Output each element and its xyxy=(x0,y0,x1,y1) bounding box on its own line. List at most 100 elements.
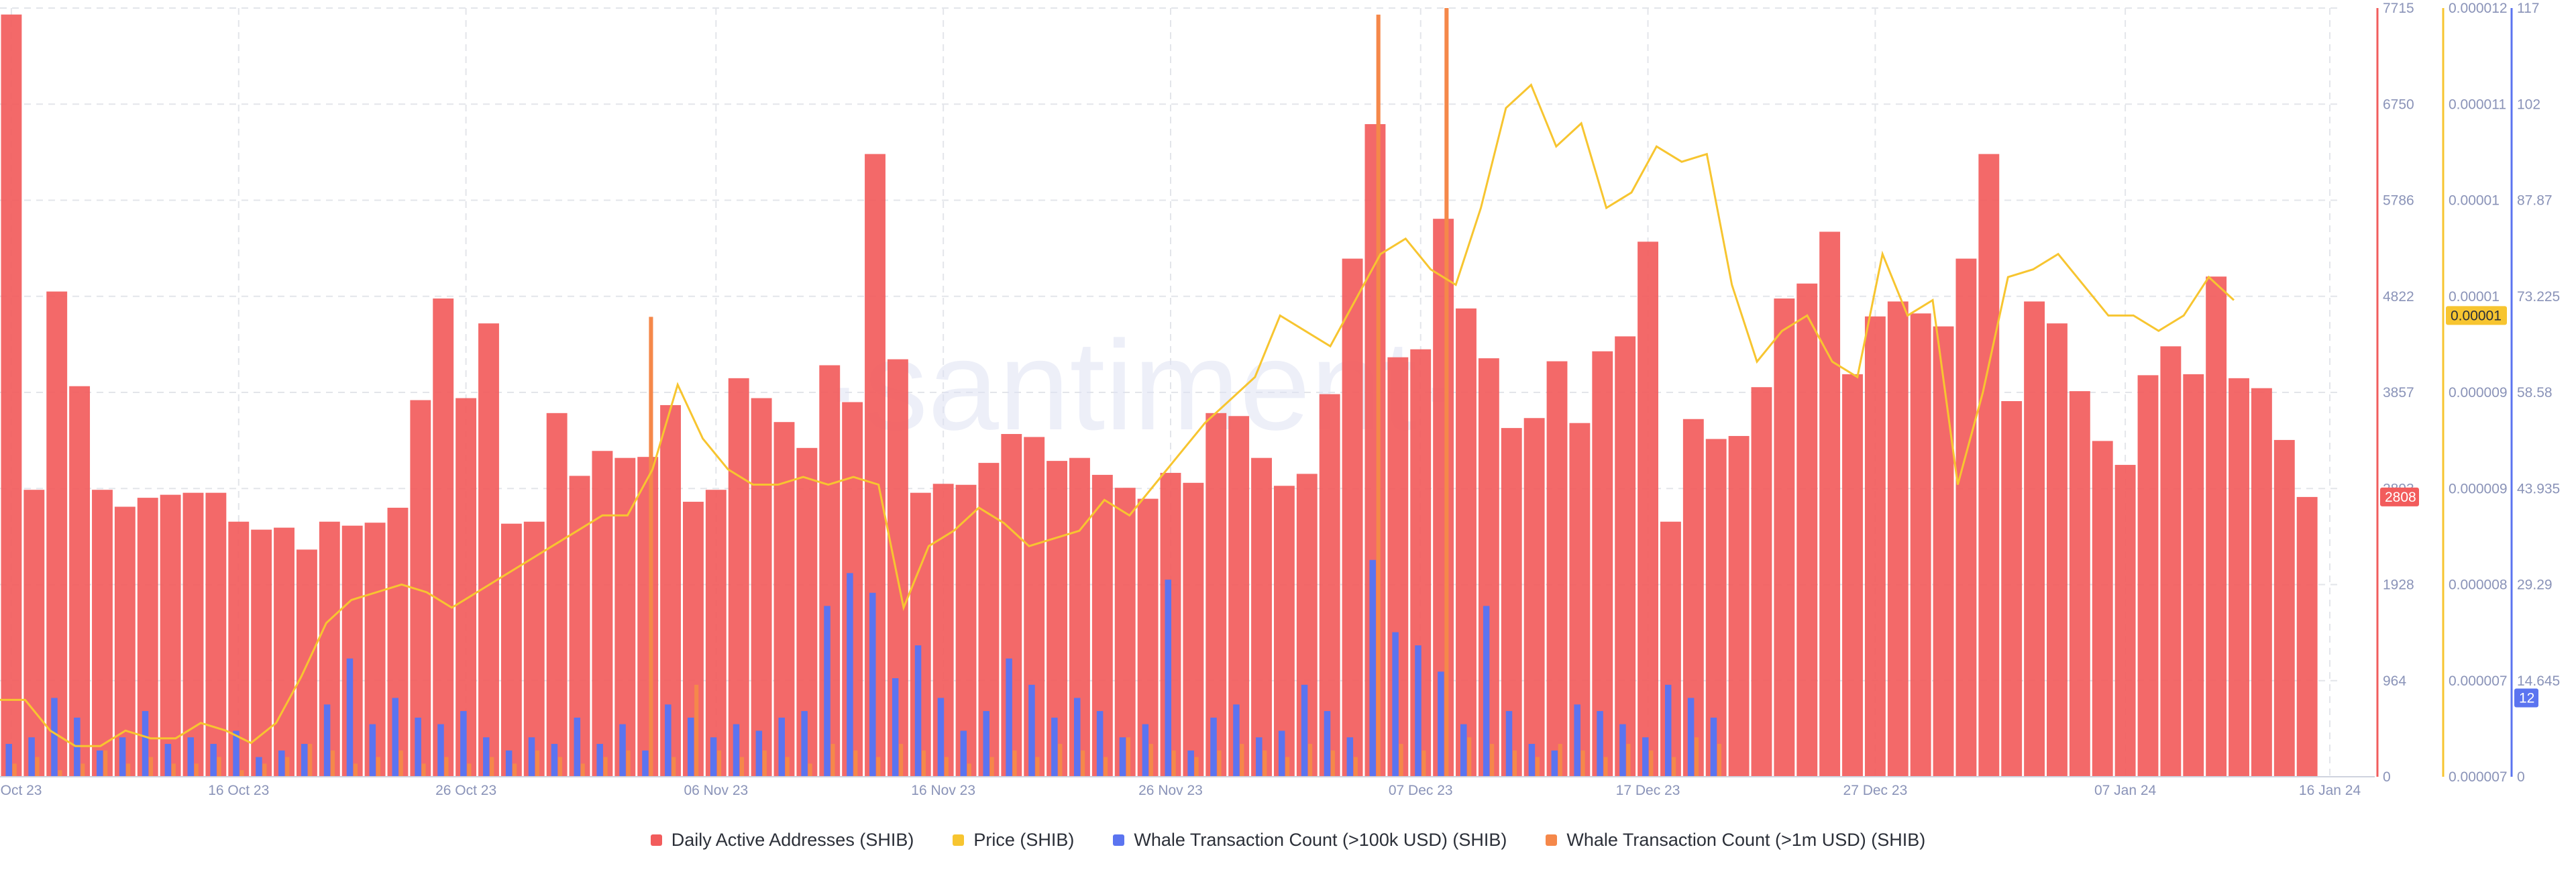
whale-1m-bar xyxy=(1672,757,1676,777)
price-line-group xyxy=(0,83,2235,747)
x-axis-tick: 26 Oct 23 xyxy=(435,783,496,798)
whale-1m-bar xyxy=(331,750,335,777)
whale-axis-tick: 102 xyxy=(2517,97,2540,112)
whale-100k-bar xyxy=(5,744,12,777)
whale-100k-bar xyxy=(256,757,262,777)
whale-1m-bar xyxy=(148,757,154,777)
whale-100k-bar xyxy=(346,658,354,777)
whale-100k-bar xyxy=(1505,711,1513,777)
daa-axis-tick: 964 xyxy=(2383,673,2406,689)
whale-100k-bar xyxy=(596,744,603,777)
whale-1m-bar xyxy=(1512,750,1517,777)
whale-1m-bar xyxy=(513,763,517,777)
whale-axis-tick: 14.645 xyxy=(2517,673,2560,689)
x-axis-tick: 26 Nov 23 xyxy=(1138,783,1203,798)
legend-swatch-whale-1m xyxy=(1546,834,1558,846)
whale-100k-bar xyxy=(392,698,398,777)
whale-1m-bar xyxy=(1649,750,1654,777)
daa-bar xyxy=(614,457,636,777)
whale-1m-bar xyxy=(353,763,358,777)
price-axis-value-label: 0.00001 xyxy=(2451,308,2502,323)
whale-100k-bar xyxy=(528,737,535,777)
x-axis-tick: 16 Oct 23 xyxy=(208,783,269,798)
x-axis-tick: 06 Nov 23 xyxy=(684,783,748,798)
whale-1m-bar xyxy=(1695,737,1699,777)
whale-axis-value-label: 12 xyxy=(2519,690,2534,706)
whale-100k-bar xyxy=(210,744,217,777)
whale-100k-bar xyxy=(847,573,853,777)
whale-100k-bar xyxy=(1664,684,1672,777)
daa-bar xyxy=(23,490,45,777)
daa-bar xyxy=(751,398,772,777)
whale-100k-bar xyxy=(369,724,376,777)
whale-1m-bar xyxy=(308,744,313,777)
whale-1m-bar xyxy=(80,763,85,777)
daa-bar xyxy=(2024,301,2045,777)
whale-100k-bar xyxy=(1210,717,1217,777)
daa-bar xyxy=(1796,283,1818,777)
whale-100k-bar xyxy=(937,698,945,777)
daa-bar xyxy=(2206,276,2227,777)
whale-100k-bar xyxy=(1619,724,1626,777)
legend-item-price[interactable]: Price (SHIB) xyxy=(953,830,1074,851)
daa-bar xyxy=(2047,323,2068,777)
whale-1m-bar xyxy=(467,763,472,777)
legend-item-daa[interactable]: Daily Active Addresses (SHIB) xyxy=(650,829,914,851)
price-line xyxy=(0,83,2235,747)
whale-100k-bar xyxy=(1278,730,1285,777)
daa-bar xyxy=(478,323,499,777)
whale-100k-bar xyxy=(51,698,58,777)
price-axis-tick: 0.000007 xyxy=(2449,673,2508,689)
whale-100k-bar xyxy=(74,717,80,777)
daa-bar xyxy=(1205,413,1227,777)
whale-100k-bar xyxy=(824,606,830,777)
legend: Daily Active Addresses (SHIB) Price (SHI… xyxy=(0,826,2576,853)
daa-bar xyxy=(1114,488,1136,777)
whale-100k-bar xyxy=(960,730,967,777)
whale-1m-bar xyxy=(1717,744,1721,777)
daa-bar xyxy=(1728,435,1750,777)
whale-1m-bar xyxy=(1081,750,1085,777)
price-axis-tick: 0.000012 xyxy=(2449,1,2508,16)
whale-1m-bar xyxy=(1467,737,1472,777)
whale-100k-bar xyxy=(1096,711,1104,777)
whale-1m-bar xyxy=(1307,744,1313,777)
whale100k-bars xyxy=(5,559,1717,777)
whale-100k-bar xyxy=(301,744,308,777)
whale-1m-bar xyxy=(649,317,653,777)
whale-1m-bar xyxy=(262,763,267,777)
daa-bar xyxy=(2092,441,2113,777)
whale-1m-bar xyxy=(12,763,17,777)
daa-bar xyxy=(500,523,522,777)
whale-axis-tick: 0 xyxy=(2517,769,2525,785)
whale-1m-bar xyxy=(1353,757,1358,777)
whale-1m-bar xyxy=(808,763,812,777)
legend-item-whale-100k[interactable]: Whale Transaction Count (>100k USD) (SHI… xyxy=(1113,830,1507,851)
daa-axis-tick: 6750 xyxy=(2383,97,2414,112)
whale-1m-bar xyxy=(421,763,426,777)
legend-label-daa: Daily Active Addresses (SHIB) xyxy=(671,829,914,850)
whale-1m-bar xyxy=(444,757,449,777)
whale-1m-bar xyxy=(921,750,926,777)
daa-bar xyxy=(2137,375,2159,777)
legend-item-whale-1m[interactable]: Whale Transaction Count (>1m USD) (SHIB) xyxy=(1546,830,1925,851)
x-axis-tick: 07 Dec 23 xyxy=(1389,783,1453,798)
price-axis-tick: 0.000009 xyxy=(2449,385,2508,400)
whale-1m-bar xyxy=(626,750,631,777)
whale-1m-bar xyxy=(853,750,858,777)
whale-axis-value-badge xyxy=(2514,688,2538,708)
whale-1m-bar xyxy=(762,750,767,777)
daa-axis: 096419282893385748225786675077152808 xyxy=(2376,1,2419,785)
whale-100k-bar xyxy=(801,711,808,777)
whale-1m-bar xyxy=(1126,737,1131,777)
whale-100k-bar xyxy=(164,744,172,777)
daa-bar xyxy=(2183,374,2204,777)
daa-bar xyxy=(2251,388,2272,777)
whale-100k-bar xyxy=(415,717,421,777)
whale-100k-bar xyxy=(1006,658,1012,777)
whale1m-bars xyxy=(12,8,1721,777)
whale-1m-bar xyxy=(285,757,290,777)
whale-100k-bar xyxy=(983,711,989,777)
whale-100k-bar xyxy=(1369,559,1376,777)
x-axis-tick: 17 Dec 23 xyxy=(1616,783,1680,798)
